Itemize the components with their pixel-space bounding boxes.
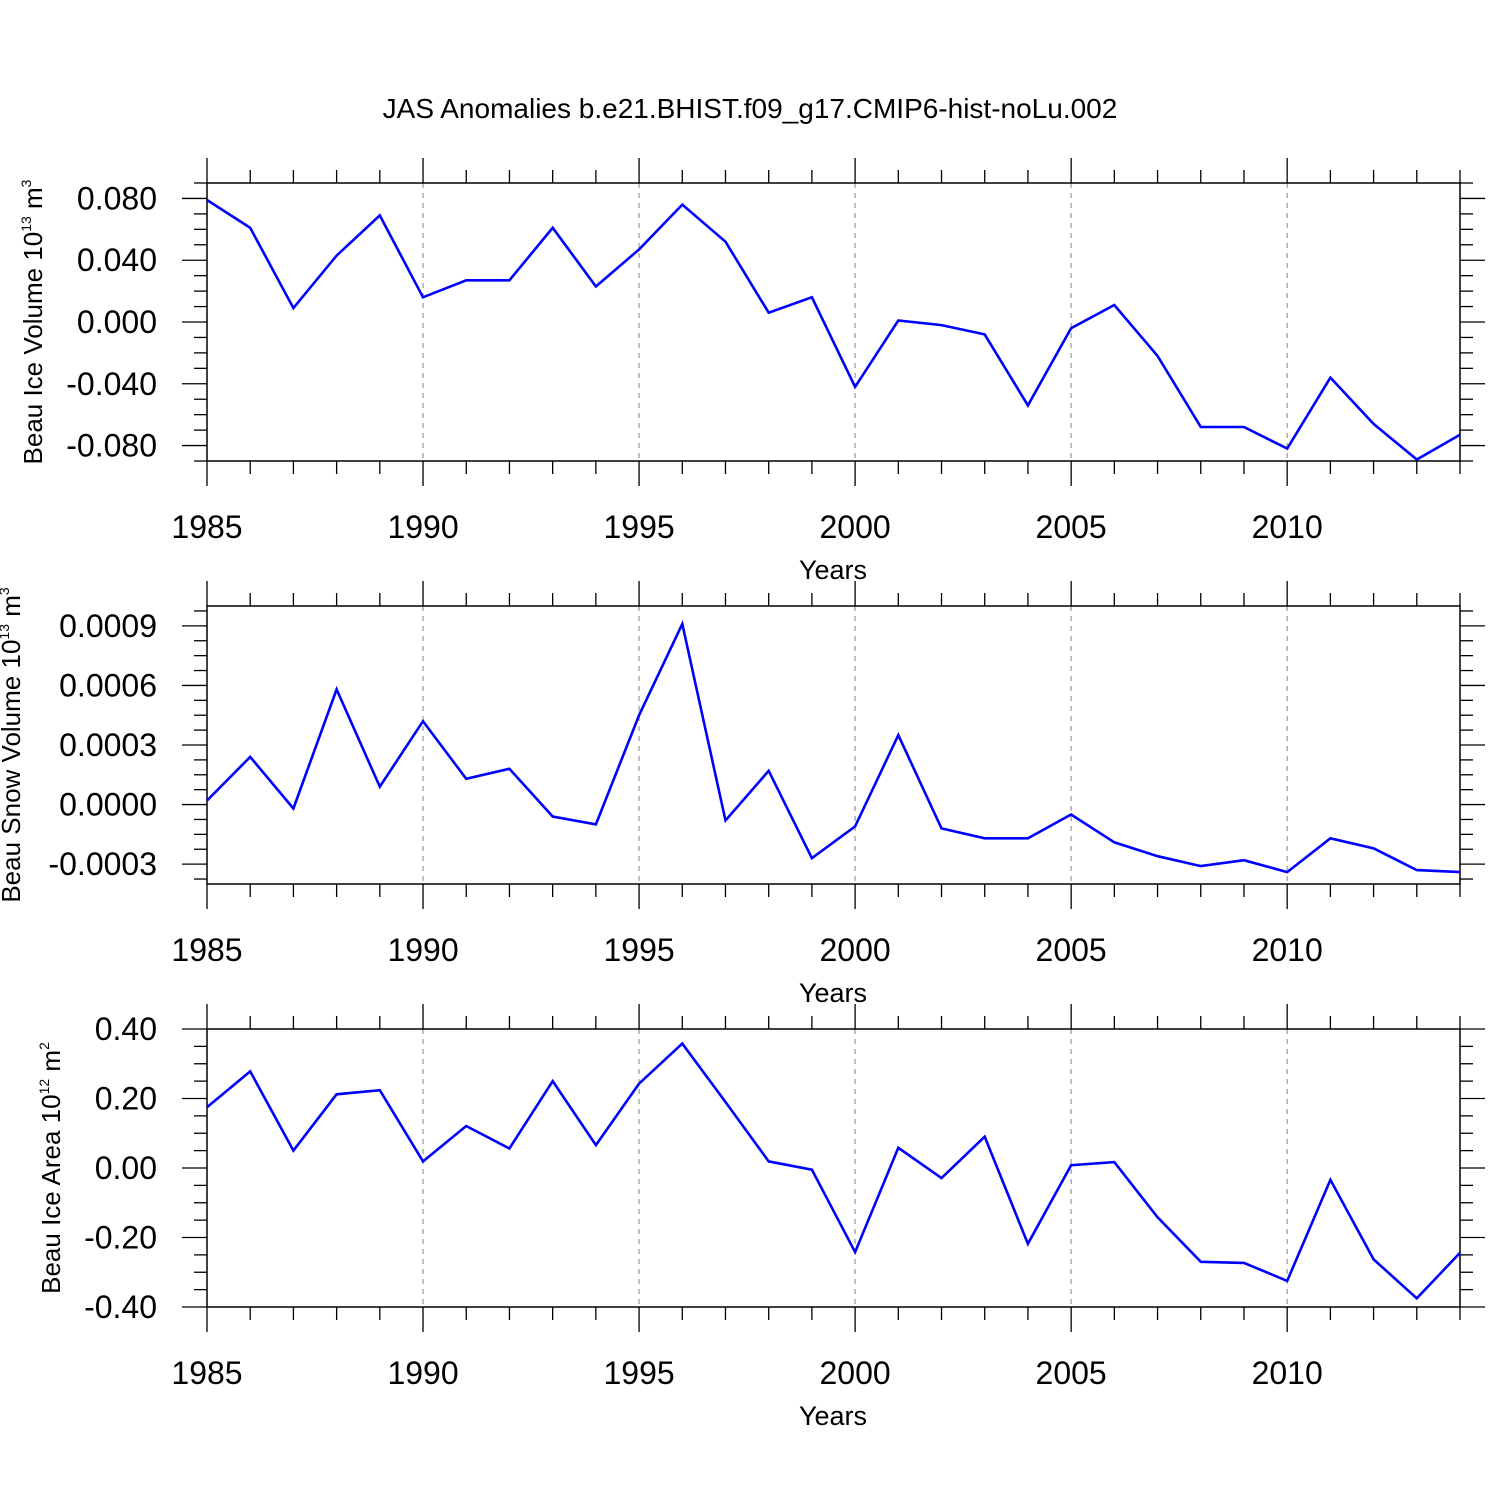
y-tick-label: 0.040 xyxy=(77,242,157,278)
x-tick-label: 1985 xyxy=(171,932,242,968)
series-line xyxy=(206,1041,1461,1301)
series-line xyxy=(206,198,1461,462)
y-tick-label: -0.20 xyxy=(84,1220,157,1256)
panel-3: 1985 1990 1995 2000 2005 2010 0.40 0.20 0.00 -0.2… xyxy=(36,1004,1485,1431)
y-tick-label: 0.0006 xyxy=(59,667,157,703)
x-tick-label: 1995 xyxy=(603,509,674,545)
x-tick-label: 2000 xyxy=(820,1355,891,1391)
plot-frame xyxy=(206,182,1461,462)
x-axis-label: Years xyxy=(799,978,867,1008)
x-axis-label: Years xyxy=(799,555,867,585)
y-tick-label: -0.040 xyxy=(66,366,157,402)
panel-2: 1985 1990 1995 2000 2005 2010 0.0009 0.0006 0.00… xyxy=(0,581,1485,1008)
y-tick-label: 0.00 xyxy=(95,1150,157,1186)
x-tick-label: 2005 xyxy=(1036,1355,1107,1391)
y-tick-label: -0.0003 xyxy=(48,846,157,882)
y-tick-label: 0.0003 xyxy=(59,727,157,763)
y-axis-label: Beau Snow Volume 1013 m3 xyxy=(0,587,26,903)
figure-title: JAS Anomalies b.e21.BHIST.f09_g17.CMIP6-… xyxy=(383,93,1118,124)
y-axis-label: Beau Ice Area 1012 m2 xyxy=(36,1042,66,1294)
x-tick-label: 2010 xyxy=(1252,509,1323,545)
x-tick-label: 2005 xyxy=(1036,932,1107,968)
x-tick-label: 1995 xyxy=(603,932,674,968)
x-tick-label: 1985 xyxy=(171,1355,242,1391)
x-tick-label: 2000 xyxy=(820,932,891,968)
y-tick-label: 0.0009 xyxy=(59,608,157,644)
y-tick-label: -0.40 xyxy=(84,1289,157,1325)
x-tick-label: 2010 xyxy=(1252,1355,1323,1391)
x-axis-label: Years xyxy=(799,1401,867,1431)
x-tick-label: 2010 xyxy=(1252,932,1323,968)
x-tick-label: 2005 xyxy=(1036,509,1107,545)
y-axis-label: Beau Ice Volume 1013 m3 xyxy=(18,179,48,464)
panel-1: 1985 1990 1995 2000 2005 2010 0.080 0.040 0.000 -… xyxy=(18,158,1485,585)
x-tick-label: 1985 xyxy=(171,509,242,545)
y-tick-label: 0.40 xyxy=(95,1011,157,1047)
x-tick-label: 2000 xyxy=(820,509,891,545)
y-tick-label: 0.0000 xyxy=(59,787,157,823)
x-tick-label: 1990 xyxy=(387,509,458,545)
x-tick-label: 1990 xyxy=(387,1355,458,1391)
x-tick-label: 1995 xyxy=(603,1355,674,1391)
x-tick-label: 1990 xyxy=(387,932,458,968)
panels: 1985 1990 1995 2000 2005 2010 0.080 0.040 0.000 -… xyxy=(0,158,1485,1431)
y-tick-label: -0.080 xyxy=(66,428,157,464)
y-tick-label: 0.080 xyxy=(77,180,157,216)
y-tick-label: 0.000 xyxy=(77,304,157,340)
plot-frame xyxy=(206,1028,1461,1308)
y-tick-label: 0.20 xyxy=(95,1081,157,1117)
series-line xyxy=(206,619,1461,874)
